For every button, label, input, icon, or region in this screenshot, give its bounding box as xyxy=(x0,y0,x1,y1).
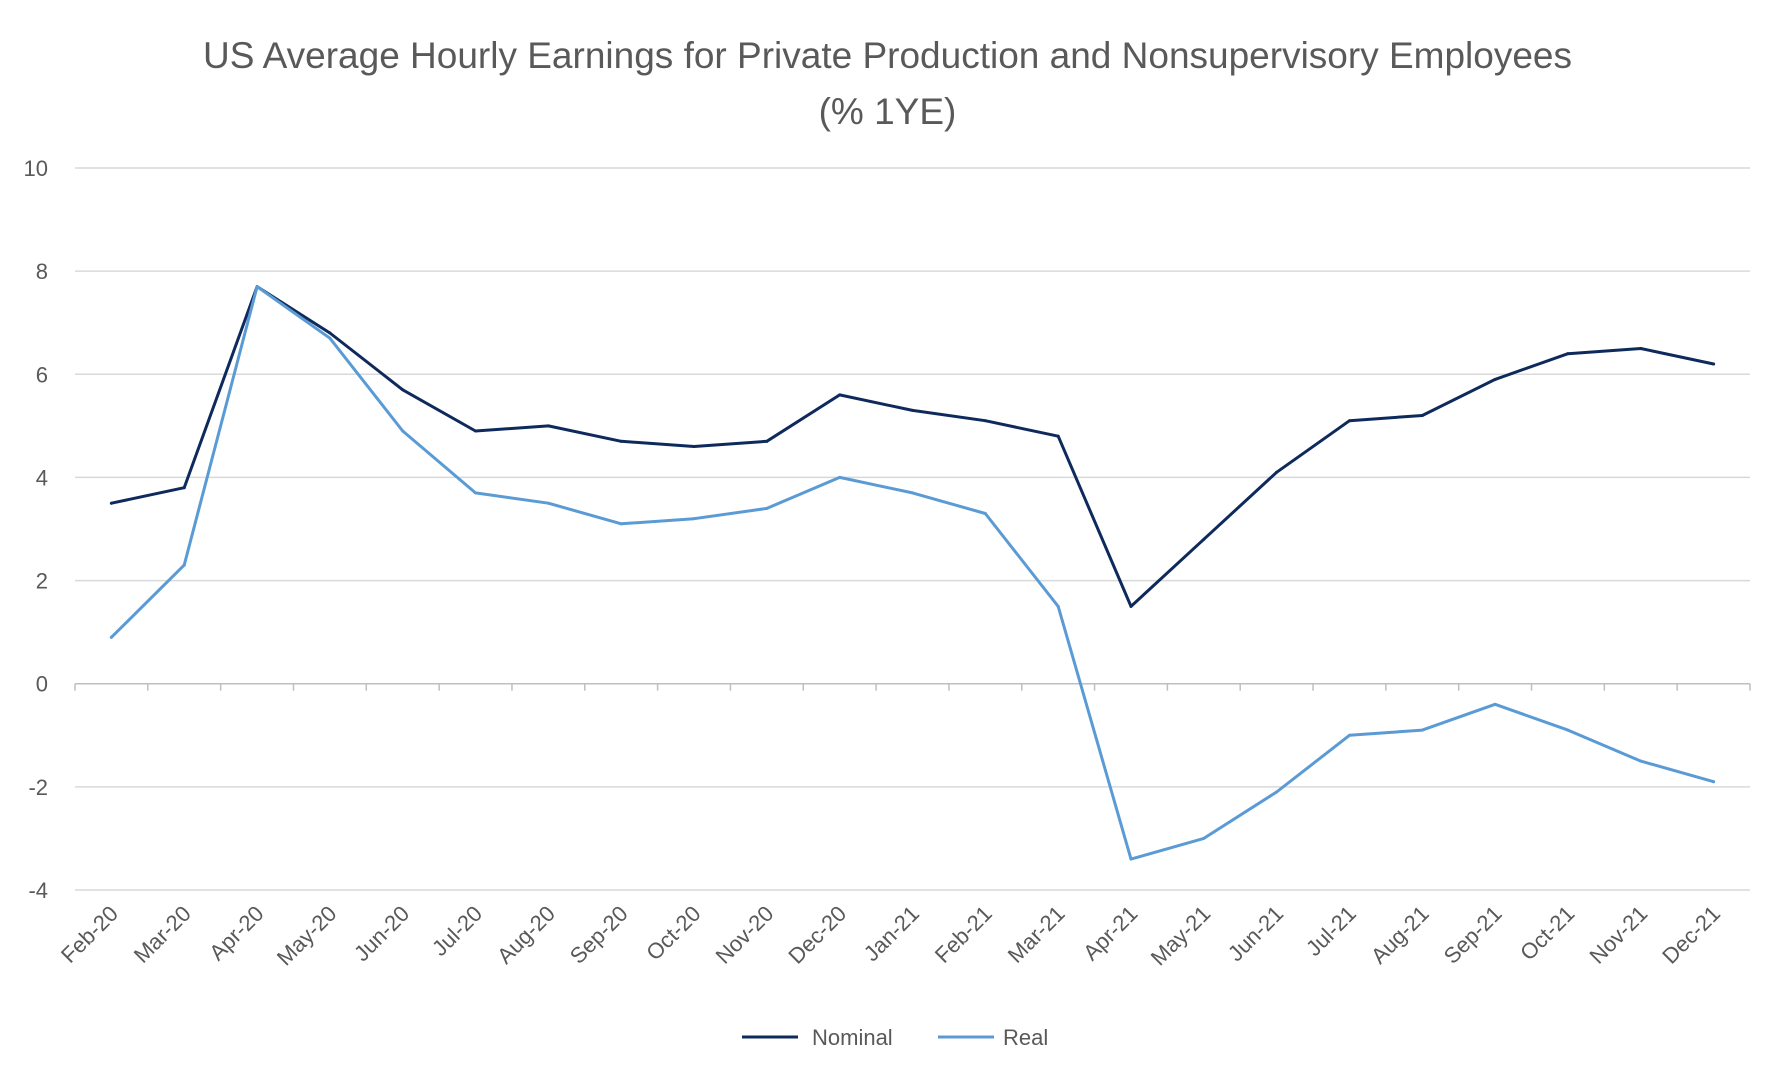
x-tick-label: Mar-20 xyxy=(129,901,196,968)
data-point-nominal xyxy=(619,439,623,443)
data-point-nominal xyxy=(474,429,478,433)
x-tick-label: Nov-21 xyxy=(1584,901,1652,969)
data-point-real xyxy=(1639,759,1643,763)
data-point-nominal xyxy=(401,388,405,392)
data-point-nominal xyxy=(1639,347,1643,350)
data-point-nominal xyxy=(1202,537,1206,541)
y-tick-label: 8 xyxy=(36,259,48,284)
x-tick-label: Mar-21 xyxy=(1003,901,1070,968)
data-point-real xyxy=(1056,604,1060,608)
data-point-nominal xyxy=(1566,352,1570,356)
data-point-real xyxy=(911,491,914,495)
x-tick-label: Sep-20 xyxy=(565,901,633,969)
series-real xyxy=(109,285,1716,861)
series-nominal xyxy=(109,285,1716,608)
data-point-nominal xyxy=(182,486,186,490)
gridlines xyxy=(75,167,1750,891)
series-line-real xyxy=(109,285,1716,861)
data-point-nominal xyxy=(692,444,696,448)
data-point-real xyxy=(1712,780,1716,784)
y-tick-label: -4 xyxy=(28,878,48,903)
data-point-real xyxy=(1493,702,1497,706)
y-tick-label: -2 xyxy=(28,775,48,800)
data-point-real xyxy=(401,429,405,433)
data-point-real xyxy=(182,563,186,567)
data-point-real xyxy=(1566,728,1570,732)
x-tick-label: Feb-21 xyxy=(930,901,997,968)
series-line-nominal xyxy=(109,285,1716,608)
legend: Nominal Real xyxy=(742,1025,1048,1050)
y-tick-label: 4 xyxy=(36,465,48,490)
data-point-nominal xyxy=(1275,470,1279,474)
x-tick-label: Sep-21 xyxy=(1439,901,1507,969)
x-tick-label: Aug-20 xyxy=(492,901,560,969)
data-point-nominal xyxy=(109,501,113,505)
data-point-nominal xyxy=(1712,362,1716,366)
x-tick-label: Jul-20 xyxy=(427,901,487,961)
y-tick-label: 0 xyxy=(36,672,48,697)
data-point-nominal xyxy=(838,393,842,397)
x-tick-label: Dec-21 xyxy=(1657,901,1725,969)
x-tick-label: Oct-20 xyxy=(641,901,705,965)
data-point-real xyxy=(1275,790,1279,794)
x-tick-label: Jan-21 xyxy=(859,901,924,966)
data-point-real xyxy=(1202,836,1206,840)
data-point-real xyxy=(328,336,332,340)
data-point-real xyxy=(255,285,259,289)
x-tick-label: Nov-20 xyxy=(711,901,779,969)
x-tick-label: Feb-20 xyxy=(56,901,123,968)
data-point-real xyxy=(474,491,478,495)
data-point-real xyxy=(1347,733,1351,737)
data-point-nominal xyxy=(546,424,550,428)
data-point-real xyxy=(109,635,113,639)
chart-title: US Average Hourly Earnings for Private P… xyxy=(203,35,1572,132)
x-tick-label: Oct-21 xyxy=(1515,901,1579,965)
data-point-nominal xyxy=(1056,434,1060,438)
x-tick-label: May-20 xyxy=(272,901,342,971)
data-point-nominal xyxy=(765,439,769,443)
data-point-real xyxy=(983,512,987,516)
x-tick-label: Apr-21 xyxy=(1078,901,1142,965)
x-tick-label: Jun-20 xyxy=(349,901,414,966)
x-tick-label: Dec-20 xyxy=(783,901,851,969)
data-point-nominal xyxy=(983,419,987,423)
legend-label-real: Real xyxy=(1003,1025,1048,1050)
data-point-nominal xyxy=(1347,419,1351,423)
data-point-nominal xyxy=(911,408,914,412)
data-point-real xyxy=(1129,857,1133,861)
data-point-real xyxy=(765,506,769,510)
data-point-nominal xyxy=(1420,414,1424,418)
data-point-nominal xyxy=(328,331,332,335)
x-tick-label: Jun-21 xyxy=(1223,901,1288,966)
data-point-real xyxy=(1420,728,1424,732)
data-point-nominal xyxy=(1129,604,1133,608)
x-tick-label: Jul-21 xyxy=(1301,901,1361,961)
data-point-real xyxy=(619,522,623,526)
legend-label-nominal: Nominal xyxy=(812,1025,893,1050)
data-point-real xyxy=(692,517,696,521)
x-tick-label: Aug-21 xyxy=(1366,901,1434,969)
x-tick-label: Apr-20 xyxy=(204,901,268,965)
data-point-nominal xyxy=(1493,377,1497,381)
y-tick-label: 6 xyxy=(36,362,48,387)
data-point-real xyxy=(838,475,842,479)
y-tick-label: 10 xyxy=(24,156,48,181)
data-point-real xyxy=(546,501,550,505)
x-tick-label: May-21 xyxy=(1146,901,1216,971)
y-tick-label: 2 xyxy=(36,569,48,594)
